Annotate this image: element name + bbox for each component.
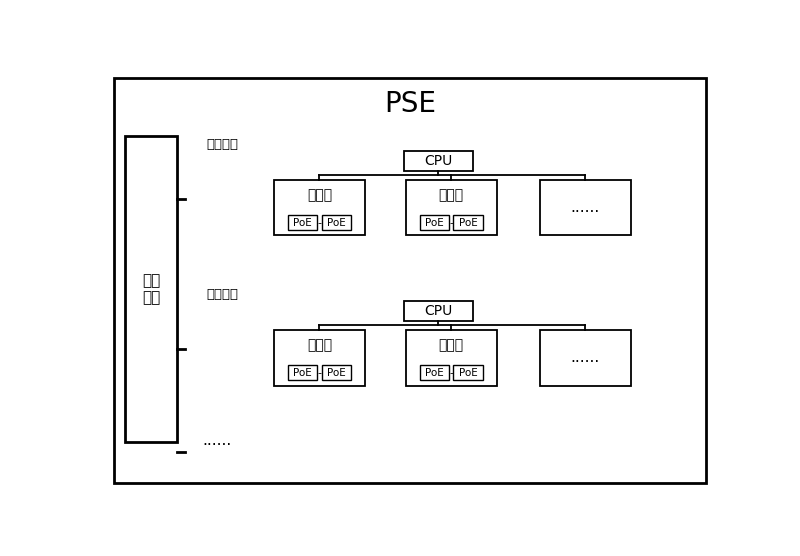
Text: 供电模块: 供电模块	[206, 138, 238, 151]
Bar	[454, 365, 482, 380]
Bar	[125, 136, 178, 443]
Bar	[404, 151, 473, 171]
Text: -: -	[318, 217, 322, 227]
Bar	[322, 365, 351, 380]
Bar	[274, 330, 365, 385]
Bar	[404, 301, 473, 321]
Bar	[274, 180, 365, 235]
Text: PoE: PoE	[425, 217, 443, 227]
Text: -: -	[318, 368, 322, 378]
Text: PSE: PSE	[384, 90, 436, 118]
Bar	[454, 215, 482, 230]
Bar	[419, 215, 449, 230]
Text: -: -	[449, 368, 453, 378]
Bar	[185, 131, 692, 267]
Text: -: -	[449, 217, 453, 227]
Text: PoE: PoE	[293, 368, 312, 378]
Bar	[406, 330, 497, 385]
Text: ......: ......	[203, 434, 232, 449]
Bar	[540, 180, 631, 235]
Text: ......: ......	[570, 200, 600, 215]
Text: 子系统: 子系统	[438, 339, 464, 353]
Text: 子系统: 子系统	[307, 339, 332, 353]
Text: PoE: PoE	[458, 217, 478, 227]
Text: CPU: CPU	[424, 304, 453, 318]
Text: 电源
模块: 电源 模块	[142, 273, 161, 305]
Text: PoE: PoE	[293, 217, 312, 227]
Text: PoE: PoE	[458, 368, 478, 378]
Bar	[406, 180, 497, 235]
Bar	[322, 215, 351, 230]
Text: 子系统: 子系统	[307, 188, 332, 202]
Bar	[419, 365, 449, 380]
Text: ......: ......	[570, 350, 600, 365]
Text: PoE: PoE	[327, 217, 346, 227]
Text: 子系统: 子系统	[438, 188, 464, 202]
Bar	[185, 425, 692, 478]
Bar	[540, 330, 631, 385]
Text: PoE: PoE	[425, 368, 443, 378]
Text: CPU: CPU	[424, 153, 453, 168]
Bar	[288, 215, 317, 230]
Bar	[185, 281, 692, 418]
Bar	[288, 365, 317, 380]
Text: PoE: PoE	[327, 368, 346, 378]
Text: 供电模块: 供电模块	[206, 288, 238, 301]
